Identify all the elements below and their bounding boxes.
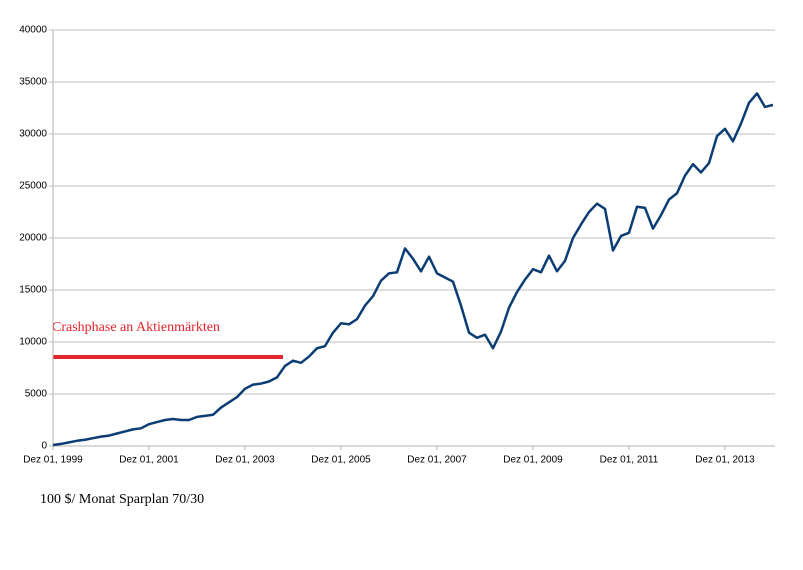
data-line — [52, 92, 774, 447]
y-tick-label: 35000 — [19, 77, 47, 88]
annotation: Crashphase an Aktienmärkten — [52, 320, 220, 335]
x-tick-label: Dez 01, 2007 — [407, 455, 467, 466]
y-tick-label: 40000 — [19, 25, 47, 36]
x-tick-label: Dez 01, 2009 — [503, 455, 563, 466]
caption: 100 $/ Monat Sparplan 70/30 — [40, 492, 204, 507]
x-tick-label: Dez 01, 2013 — [695, 455, 755, 466]
y-tick-label: 5000 — [25, 389, 48, 400]
x-tick-label: Dez 01, 2001 — [119, 455, 179, 466]
x-tick-label: Dez 01, 2005 — [311, 455, 371, 466]
y-tick-label: 15000 — [19, 285, 47, 296]
y-tick-label: 0 — [41, 441, 47, 452]
y-tick-label: 20000 — [19, 233, 47, 244]
y-tick-label: 10000 — [19, 337, 47, 348]
y-tick-label: 25000 — [19, 181, 47, 192]
y-tick-label: 30000 — [19, 129, 47, 140]
x-tick-label: Dez 01, 2011 — [600, 455, 659, 466]
x-tick-label: Dez 01, 1999 — [23, 455, 83, 466]
x-tick-label: Dez 01, 2003 — [215, 455, 275, 466]
